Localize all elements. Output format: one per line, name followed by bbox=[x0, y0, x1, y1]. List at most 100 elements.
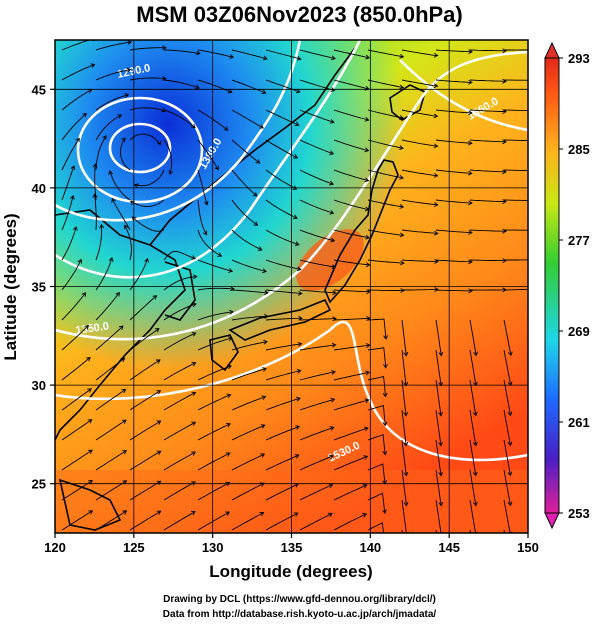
colorbar-tick-label: 269 bbox=[568, 324, 590, 339]
wind-arrowhead bbox=[229, 309, 234, 315]
wind-arrowhead bbox=[126, 67, 132, 73]
wind-streamline bbox=[503, 109, 528, 111]
wind-streamline bbox=[95, 257, 113, 291]
wind-streamline bbox=[333, 317, 371, 321]
wind-streamline bbox=[231, 512, 264, 531]
wind-streamline bbox=[265, 397, 301, 411]
wind-arrowhead bbox=[468, 200, 473, 206]
wind-streamline bbox=[163, 421, 196, 441]
wind-arrowhead bbox=[507, 441, 513, 447]
wind-streamline bbox=[469, 409, 477, 446]
wind-streamline bbox=[61, 165, 75, 201]
wind-arrowhead bbox=[403, 381, 409, 387]
contour-label: 1350.0 bbox=[75, 320, 110, 337]
wind-streamline bbox=[130, 199, 165, 207]
wind-arrowhead bbox=[69, 194, 75, 200]
wind-arrowhead bbox=[382, 392, 388, 398]
wind-arrowhead bbox=[330, 397, 336, 403]
wind-arrowhead bbox=[294, 121, 300, 127]
wind-arrowhead bbox=[295, 88, 301, 94]
wind-arrowhead bbox=[363, 455, 369, 460]
wind-streamline bbox=[367, 347, 387, 368]
wind-streamline bbox=[124, 225, 132, 261]
wind-streamline bbox=[333, 49, 370, 59]
y-axis-ticks: 25 30 35 40 45 bbox=[32, 82, 55, 492]
wind-arrowhead bbox=[365, 370, 371, 376]
wind-arrowhead bbox=[329, 119, 335, 124]
wind-arrowhead bbox=[364, 177, 370, 183]
x-tick-label: 120 bbox=[44, 540, 66, 555]
wind-streamline bbox=[231, 289, 268, 294]
wind-streamline bbox=[197, 199, 207, 235]
wind-arrowhead bbox=[468, 170, 473, 176]
wind-arrowhead bbox=[297, 290, 303, 296]
wind-streamline bbox=[333, 169, 369, 182]
wind-streamline bbox=[333, 289, 371, 293]
wind-streamline bbox=[469, 349, 477, 386]
wind-arrowhead bbox=[403, 351, 409, 357]
wind-arrowhead bbox=[472, 501, 478, 507]
wind-streamline bbox=[132, 216, 165, 232]
wind-streamline bbox=[163, 250, 196, 261]
wind-arrowhead bbox=[82, 113, 87, 118]
wind-streamline bbox=[163, 139, 173, 175]
wind-arrowhead bbox=[468, 110, 473, 116]
wind-streamline bbox=[61, 259, 82, 291]
wind-streamline bbox=[299, 139, 334, 155]
wind-arrowhead bbox=[264, 313, 269, 319]
lat-lon-grid bbox=[55, 40, 528, 533]
wind-arrowhead bbox=[86, 356, 91, 362]
wind-arrowhead bbox=[294, 454, 300, 459]
wind-arrowhead bbox=[537, 258, 541, 262]
wind-streamline bbox=[61, 419, 92, 441]
wind-arrowhead bbox=[468, 288, 473, 294]
wind-streamline bbox=[163, 109, 196, 129]
wind-arrowhead bbox=[131, 216, 137, 222]
wind-arrowhead bbox=[124, 92, 130, 98]
wind-streamline bbox=[469, 109, 507, 113]
wind-arrowhead bbox=[230, 286, 235, 292]
wind-arrowhead bbox=[156, 390, 162, 395]
wind-streamline bbox=[231, 79, 266, 94]
wind-arrowhead bbox=[438, 381, 444, 387]
wind-streamline bbox=[94, 164, 97, 201]
wind-streamline bbox=[299, 318, 337, 321]
wind-streamline bbox=[299, 199, 334, 214]
wind-arrowhead bbox=[434, 230, 439, 236]
wind-streamline bbox=[129, 480, 161, 501]
wind-streamline bbox=[435, 469, 442, 506]
wind-streamline bbox=[503, 169, 528, 171]
wind-arrowhead bbox=[122, 450, 128, 455]
map-title: MSM 03Z06Nov2023 (850.0hPa) bbox=[136, 2, 463, 27]
wind-streamline bbox=[401, 529, 403, 533]
wind-streamline bbox=[367, 376, 386, 397]
wind-streamline bbox=[61, 226, 77, 261]
wind-arrowhead bbox=[156, 420, 162, 425]
wind-arrowhead bbox=[295, 425, 301, 430]
wind-arrowhead bbox=[87, 419, 93, 424]
wind-arrowhead bbox=[328, 483, 334, 489]
wind-streamline bbox=[469, 169, 507, 173]
wind-streamline bbox=[129, 510, 161, 531]
colorbar-ticks: 293 285 277 269 261 253 bbox=[559, 51, 590, 521]
wind-streamline bbox=[469, 49, 507, 52]
wind-streamline bbox=[197, 109, 229, 131]
wind-arrowhead bbox=[191, 332, 197, 337]
wind-arrowhead bbox=[382, 421, 388, 427]
wind-arrowhead bbox=[399, 204, 405, 209]
wind-streamline bbox=[265, 317, 302, 321]
wind-streamline bbox=[95, 69, 131, 81]
wind-arrowhead bbox=[191, 451, 196, 456]
wind-streamline bbox=[299, 259, 336, 268]
wind-streamline bbox=[435, 379, 442, 416]
wind-arrowhead bbox=[88, 480, 94, 485]
wind-arrowhead bbox=[382, 539, 386, 543]
wind-streamline bbox=[163, 451, 196, 471]
wind-arrowhead bbox=[365, 262, 371, 268]
wind-arrowhead bbox=[227, 336, 233, 342]
wind-arrowhead bbox=[296, 368, 302, 374]
wind-arrowhead bbox=[155, 359, 161, 364]
wind-streamline bbox=[469, 469, 477, 506]
wind-streamline bbox=[367, 318, 387, 340]
wind-arrowhead bbox=[537, 108, 540, 112]
